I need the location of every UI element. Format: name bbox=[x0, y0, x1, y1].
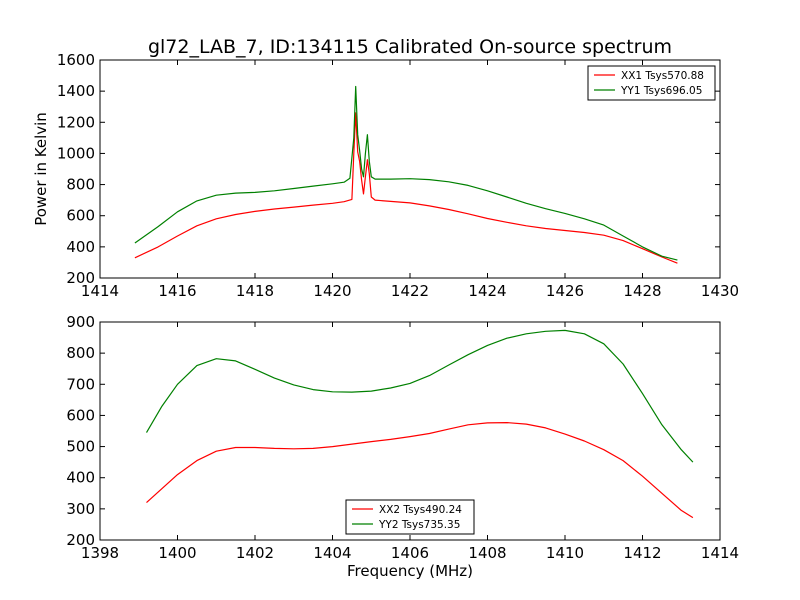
chart-title: gl72_LAB_7, ID:134115 Calibrated On-sour… bbox=[148, 36, 672, 58]
y-tick-label: 400 bbox=[66, 238, 95, 256]
y-tick-label: 700 bbox=[66, 375, 95, 393]
x-tick-label: 1428 bbox=[623, 282, 661, 300]
legend-label: YY1 Tsys696.05 bbox=[620, 85, 702, 97]
y-tick-label: 500 bbox=[66, 438, 95, 456]
bottom-panel: 1398 1400 1402 1404 1406 1408 1410 1412 1414 200 3… bbox=[66, 313, 739, 580]
y-tick-label: 600 bbox=[66, 406, 95, 424]
x-tick-label: 1404 bbox=[313, 544, 351, 562]
legend-box bbox=[587, 65, 716, 101]
y-tick-label: 600 bbox=[66, 207, 95, 225]
y-tick-label: 800 bbox=[66, 176, 95, 194]
legend-box bbox=[345, 499, 475, 535]
series-line-2-2 bbox=[145, 329, 694, 463]
y-tick-label: 900 bbox=[66, 313, 95, 331]
x-tick-label: 1402 bbox=[236, 544, 274, 562]
x-tick-label: 1418 bbox=[236, 282, 274, 300]
x-tick-label: 1408 bbox=[468, 544, 506, 562]
x-tick-label: 1422 bbox=[391, 282, 429, 300]
legend-label: YY2 Tsys735.35 bbox=[378, 519, 460, 531]
legend-label: XX1 Tsys570.88 bbox=[621, 70, 704, 82]
top-panel: 1414 1416 1418 1420 1422 1424 1426 1428 1430 200 4… bbox=[32, 51, 739, 300]
y-tick-label: 200 bbox=[66, 531, 95, 549]
x-tick-label: 1426 bbox=[546, 282, 584, 300]
series-line-1-2 bbox=[134, 85, 678, 261]
y-tick-label: 200 bbox=[66, 269, 95, 287]
x-tick-label: 1412 bbox=[623, 544, 661, 562]
x-tick-label: 1400 bbox=[158, 544, 196, 562]
x-tick-label: 1420 bbox=[313, 282, 351, 300]
x-tick-label: 1414 bbox=[81, 282, 119, 300]
x-tick-label: 1414 bbox=[701, 544, 739, 562]
x-tick-label: 1424 bbox=[468, 282, 506, 300]
series-line-1-1 bbox=[134, 112, 678, 264]
y-tick-label: 1000 bbox=[57, 144, 95, 162]
series-line-2-1 bbox=[146, 422, 694, 519]
y-tick-label: 300 bbox=[66, 500, 95, 518]
x-tick-label: 1398 bbox=[81, 544, 119, 562]
y-axis-label: Power in Kelvin bbox=[32, 112, 50, 226]
legend: XX1 Tsys570.88 YY1 Tsys696.05 bbox=[587, 65, 716, 101]
y-tick-label: 400 bbox=[66, 469, 95, 487]
y-tick-label: 800 bbox=[66, 344, 95, 362]
x-tick-label: 1410 bbox=[546, 544, 584, 562]
y-tick-label: 1200 bbox=[57, 113, 95, 131]
x-tick-label: 1406 bbox=[391, 544, 429, 562]
x-tick-label: 1416 bbox=[158, 282, 196, 300]
y-tick-label: 1400 bbox=[57, 82, 95, 100]
x-tick-label: 1430 bbox=[701, 282, 739, 300]
legend: XX2 Tsys490.24 YY2 Tsys735.35 bbox=[345, 499, 475, 535]
x-axis-label: Frequency (MHz) bbox=[347, 562, 473, 580]
y-tick-label: 1600 bbox=[57, 51, 95, 69]
legend-label: XX2 Tsys490.24 bbox=[379, 504, 462, 516]
